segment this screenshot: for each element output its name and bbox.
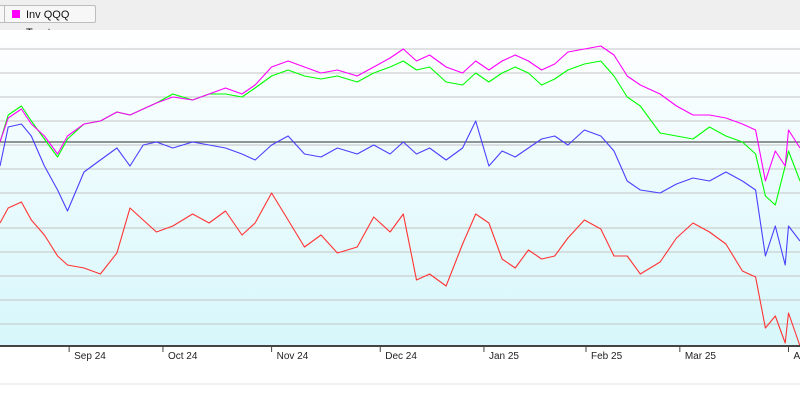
x-tick-label-4: Jan 25 — [489, 351, 519, 362]
series-line-0 — [0, 45, 800, 182]
plot-background — [0, 30, 800, 346]
x-tick-label-1: Oct 24 — [168, 351, 198, 362]
legend-swatch-qqq — [12, 10, 20, 18]
grid-lines — [0, 48, 800, 325]
series-line-3 — [0, 192, 800, 347]
axis-area — [0, 347, 800, 400]
x-tick-label-5: Feb 25 — [591, 351, 623, 362]
x-tick-label-6: Mar 25 — [685, 351, 717, 362]
x-tick-label-2: Nov 24 — [277, 351, 309, 362]
x-tick-label-3: Dec 24 — [385, 351, 417, 362]
x-tick-label-0: Sep 24 — [74, 351, 106, 362]
series-lines — [0, 45, 800, 347]
x-axis: Sep 24 Oct 24 Nov 24 Dec 24 Jan 25 Feb 25 Mar … — [0, 345, 800, 400]
series-line-2 — [0, 120, 800, 266]
x-tick-label-7: Apr 25 — [793, 351, 800, 362]
